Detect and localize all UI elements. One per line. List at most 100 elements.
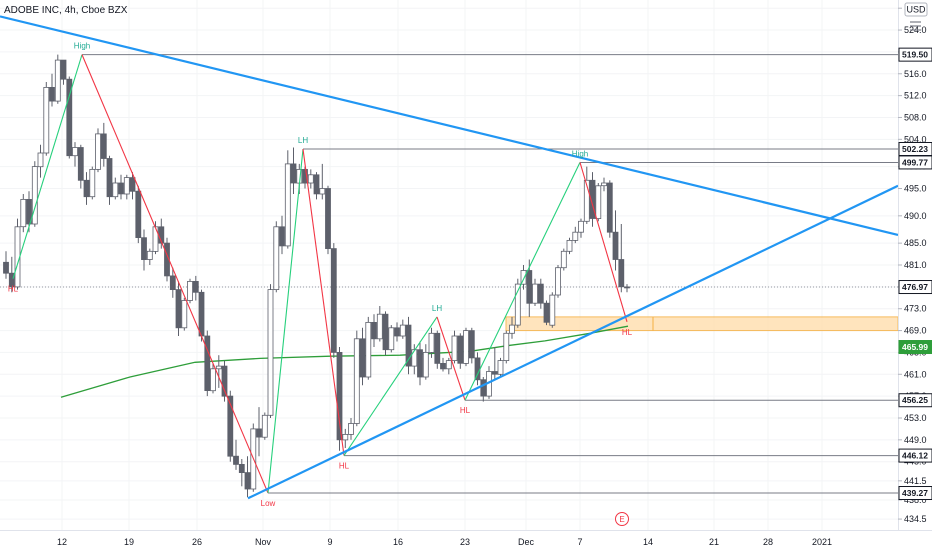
candle-bearish[interactable] bbox=[129, 172, 136, 200]
candle-bearish[interactable] bbox=[434, 330, 441, 369]
candle-bullish[interactable] bbox=[428, 327, 435, 358]
candle-bearish[interactable] bbox=[612, 210, 619, 271]
candle-bearish[interactable] bbox=[158, 218, 165, 249]
candle-bearish[interactable] bbox=[302, 166, 308, 189]
candle-bearish[interactable] bbox=[175, 281, 182, 336]
candle-bullish[interactable] bbox=[560, 248, 567, 271]
price-axis[interactable]: 434.5438.0441.5445.0449.0453.0457.0461.0… bbox=[898, 3, 927, 524]
candle-bullish[interactable] bbox=[14, 218, 21, 290]
candle-bearish[interactable] bbox=[66, 76, 73, 159]
time-axis[interactable]: 12 19 26 Nov 9 16 23 Dec 7 14 21 28 2021 bbox=[57, 537, 832, 547]
candle-bullish[interactable] bbox=[89, 166, 96, 200]
candle-bearish[interactable] bbox=[60, 59, 67, 85]
candle-bearish[interactable] bbox=[106, 155, 113, 205]
candle-bullish[interactable] bbox=[273, 221, 280, 293]
candle-bullish[interactable] bbox=[31, 161, 38, 227]
candle-bullish[interactable] bbox=[267, 284, 274, 418]
candle-bullish[interactable] bbox=[578, 218, 584, 238]
candle-bearish[interactable] bbox=[313, 172, 320, 200]
candle-bearish[interactable] bbox=[3, 251, 9, 279]
candle-bearish[interactable] bbox=[417, 341, 423, 386]
candle-bearish[interactable] bbox=[198, 289, 205, 342]
candle-bullish[interactable] bbox=[72, 142, 78, 167]
candle-bullish[interactable] bbox=[514, 278, 521, 328]
candle-bearish[interactable] bbox=[359, 327, 366, 386]
candle-bearish[interactable] bbox=[135, 185, 142, 244]
candle-bearish[interactable] bbox=[440, 357, 446, 372]
candle-bearish[interactable] bbox=[77, 144, 84, 189]
candle-bullish[interactable] bbox=[601, 177, 607, 192]
candle-bullish[interactable] bbox=[152, 221, 159, 255]
candle-bullish[interactable] bbox=[95, 128, 101, 173]
candle-bullish[interactable] bbox=[146, 248, 153, 265]
candle-bullish[interactable] bbox=[123, 174, 130, 200]
candle-bearish[interactable] bbox=[468, 327, 475, 364]
candle-bearish[interactable] bbox=[141, 229, 147, 271]
candle-bullish[interactable] bbox=[451, 330, 458, 364]
candlesticks[interactable] bbox=[3, 54, 630, 498]
candle-bullish[interactable] bbox=[411, 344, 418, 375]
candle-bearish[interactable] bbox=[83, 172, 90, 205]
candle-bearish[interactable] bbox=[279, 215, 285, 255]
candle-bullish[interactable] bbox=[342, 428, 349, 448]
candle-bullish[interactable] bbox=[549, 292, 556, 328]
candle-bullish[interactable] bbox=[365, 316, 372, 380]
candle-bearish[interactable] bbox=[100, 122, 107, 167]
candle-bullish[interactable] bbox=[388, 325, 395, 353]
candle-bearish[interactable] bbox=[227, 390, 234, 462]
candle-bearish[interactable] bbox=[325, 185, 331, 255]
menu-lines-icon[interactable] bbox=[908, 19, 922, 33]
candle-bullish[interactable] bbox=[595, 183, 602, 222]
candle-bearish[interactable] bbox=[480, 377, 487, 402]
candle-bullish[interactable] bbox=[261, 412, 268, 440]
candle-bullish[interactable] bbox=[348, 418, 354, 440]
candle-bullish[interactable] bbox=[187, 278, 193, 304]
candle-bearish[interactable] bbox=[204, 330, 211, 397]
candle-bullish[interactable] bbox=[181, 297, 188, 331]
candle-bearish[interactable] bbox=[382, 311, 389, 356]
candle-bearish[interactable] bbox=[371, 314, 377, 347]
candle-bullish[interactable] bbox=[353, 330, 360, 427]
candle-bullish[interactable] bbox=[509, 316, 515, 339]
candle-bullish[interactable] bbox=[422, 344, 429, 380]
candle-bullish[interactable] bbox=[572, 226, 579, 244]
candle-bullish[interactable] bbox=[210, 363, 216, 394]
candle-bearish[interactable] bbox=[238, 459, 245, 487]
candle-bullish[interactable] bbox=[583, 166, 590, 224]
currency-badge[interactable]: USD bbox=[904, 2, 928, 17]
candle-bullish[interactable] bbox=[566, 237, 573, 255]
candle-bullish[interactable] bbox=[503, 330, 510, 364]
candle-bearish[interactable] bbox=[618, 224, 625, 293]
candle-bullish[interactable] bbox=[215, 355, 222, 388]
candle-bearish[interactable] bbox=[336, 347, 343, 451]
candle-bullish[interactable] bbox=[43, 82, 50, 156]
candle-bullish[interactable] bbox=[307, 169, 314, 189]
candle-bullish[interactable] bbox=[54, 54, 61, 104]
candle-bullish[interactable] bbox=[445, 357, 452, 375]
candle-bearish[interactable] bbox=[624, 284, 630, 293]
candle-bearish[interactable] bbox=[330, 243, 337, 358]
candle-bearish[interactable] bbox=[589, 172, 596, 227]
candle-bearish[interactable] bbox=[405, 316, 412, 375]
candle-bullish[interactable] bbox=[497, 357, 504, 377]
candle-bullish[interactable] bbox=[37, 144, 44, 178]
candle-bearish[interactable] bbox=[233, 439, 239, 470]
candle-bearish[interactable] bbox=[221, 360, 228, 402]
candle-bearish[interactable] bbox=[457, 333, 464, 369]
earnings-event-icon[interactable]: E bbox=[615, 512, 629, 526]
candle-bearish[interactable] bbox=[606, 180, 613, 238]
candle-bullish[interactable] bbox=[20, 194, 27, 233]
candle-bullish[interactable] bbox=[555, 265, 561, 298]
candle-bullish[interactable] bbox=[112, 177, 119, 200]
candle-bearish[interactable] bbox=[543, 300, 550, 326]
candle-bullish[interactable] bbox=[399, 319, 406, 339]
candle-bearish[interactable] bbox=[49, 73, 55, 107]
candle-bearish[interactable] bbox=[474, 352, 481, 386]
candle-bullish[interactable] bbox=[319, 163, 326, 200]
candle-bearish[interactable] bbox=[491, 347, 498, 380]
candle-bearish[interactable] bbox=[526, 259, 533, 317]
candle-bullish[interactable] bbox=[376, 306, 383, 342]
candle-bearish[interactable] bbox=[118, 174, 124, 200]
candle-bullish[interactable] bbox=[520, 265, 527, 290]
